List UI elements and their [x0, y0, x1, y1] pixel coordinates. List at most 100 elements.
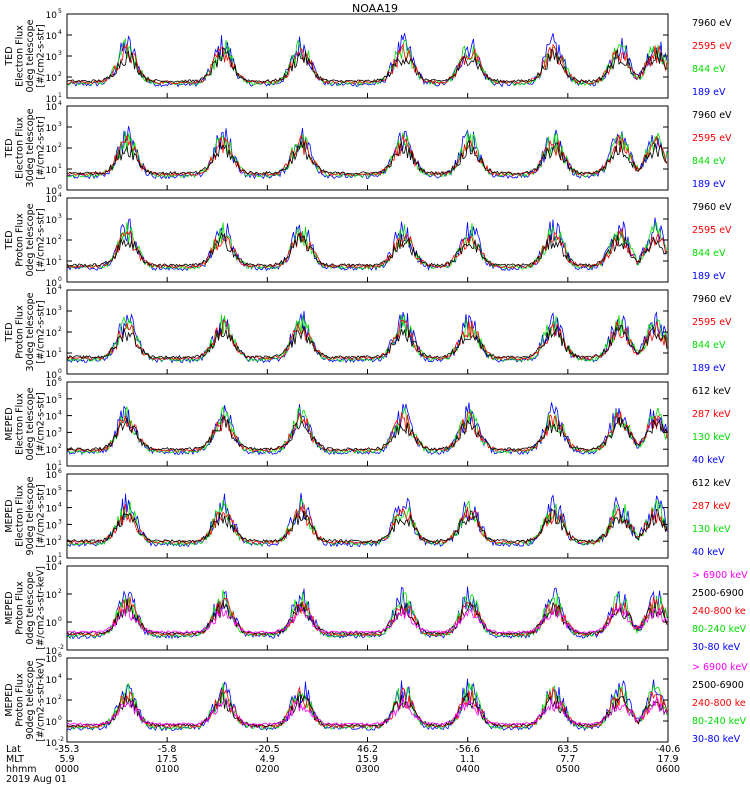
y-tick-label: 10 — [46, 258, 58, 268]
footer-tick-value: -35.3 — [55, 744, 80, 755]
series-trace — [67, 492, 668, 548]
y-tick-label: 10 — [46, 739, 58, 749]
ylabel-line: 0deg telescope — [25, 19, 36, 92]
y-tick-exponent: 3 — [58, 121, 62, 128]
series-trace — [67, 504, 668, 545]
ylabel-line: Proton Flux — [15, 305, 26, 359]
legend-entry: 80-240 keV — [692, 716, 747, 727]
legend-entry: 30-80 keV — [692, 734, 741, 745]
y-tick-exponent: 4 — [58, 560, 62, 567]
panel-frame — [66, 473, 669, 559]
series-trace — [67, 589, 668, 638]
y-tick-label: 10 — [46, 538, 58, 548]
panel-legend: 612 keV 287 keV 130 keV 40 keV — [692, 478, 731, 558]
y-tick-label: 10 — [46, 676, 58, 686]
legend-entry: 2595 eV — [692, 317, 732, 328]
panel-6-traces — [67, 492, 668, 548]
panel-ylabel: MEPEDProton Flux90deg telescope[#/cm2-s-… — [4, 658, 47, 742]
ylabel-line: [#/cm2-s-str] — [36, 208, 47, 271]
y-tick-label: 10 — [46, 505, 58, 515]
series-trace — [67, 319, 668, 361]
series-trace — [67, 231, 668, 268]
ylabel-line: [#/cm2-s-str-keV] — [36, 658, 47, 742]
ylabel-line: [#/cm2-s-str] — [36, 392, 47, 455]
footer-tick-value: 0500 — [556, 764, 580, 775]
footer-tick-value: 0100 — [155, 764, 179, 775]
ylabel-line: Electron Flux — [15, 485, 26, 547]
y-tick-label: 10 — [46, 647, 58, 657]
y-tick-label: 10 — [46, 350, 58, 360]
legend-entry: 287 keV — [692, 501, 731, 512]
y-tick-label: 10 — [46, 521, 58, 531]
footer-row-label: 2019 Aug 01 — [6, 774, 67, 785]
y-tick-exponent: -2 — [58, 644, 64, 651]
series-trace — [67, 38, 668, 87]
legend-entry: 130 keV — [692, 524, 731, 535]
y-tick-exponent: 2 — [58, 588, 62, 595]
series-trace — [67, 133, 668, 177]
y-tick-label: 10 — [46, 718, 58, 728]
panel-ylabel: TEDElectron Flux0deg telescope[#/cm2-s-s… — [4, 19, 47, 92]
series-trace — [67, 33, 668, 88]
ylabel-line: [#/cm2-s-str] — [36, 300, 47, 363]
y-tick-exponent: 2 — [58, 443, 62, 450]
legend-entry: 189 eV — [692, 271, 726, 282]
legend-entry: 240-800 ke — [692, 698, 746, 709]
footer-tick-value: 15.9 — [357, 754, 378, 765]
y-tick-exponent: 2 — [58, 535, 62, 542]
legend-entry: 189 eV — [692, 87, 726, 98]
y-tick-exponent: 1 — [58, 460, 62, 467]
series-trace — [67, 47, 668, 84]
ylabel-line: MEPED — [4, 499, 15, 532]
chart-title: NOAA19 — [352, 2, 398, 15]
series-trace — [67, 415, 668, 452]
y-tick-exponent: 5 — [58, 393, 62, 400]
y-tick-label: 10 — [46, 237, 58, 247]
y-tick-label: 10 — [46, 488, 58, 498]
y-tick-label: 10 — [46, 187, 58, 197]
series-trace — [67, 682, 668, 731]
legend-entry: 40 keV — [692, 455, 725, 466]
footer-tick-value: 1.1 — [460, 754, 475, 765]
legend-entry: 844 eV — [692, 156, 726, 167]
series-trace — [67, 43, 668, 85]
legend-entry: 2500-6900 — [692, 588, 744, 599]
panel-2-traces — [67, 126, 668, 180]
y-tick-exponent: 6 — [58, 652, 62, 659]
legend-entry: 2595 eV — [692, 225, 732, 236]
series-trace — [67, 696, 668, 726]
panel-5-traces — [67, 402, 668, 456]
y-tick-label: 10 — [46, 379, 58, 389]
y-tick-label: 10 — [46, 563, 58, 573]
legend-entry: 2500-6900 — [692, 680, 744, 691]
ylabel-line: 30deg telescope — [25, 292, 36, 371]
legend-entry: 2595 eV — [692, 41, 732, 52]
legend-entry: 844 eV — [692, 64, 726, 75]
footer-tick-value: 17.9 — [657, 754, 678, 765]
y-tick-exponent: 4 — [58, 100, 62, 107]
series-trace — [67, 692, 668, 728]
y-tick-exponent: 2 — [58, 694, 62, 701]
y-tick-exponent: 0 — [58, 276, 62, 283]
y-tick-label: 10 — [46, 145, 58, 155]
y-tick-label: 10 — [46, 396, 58, 406]
y-tick-label: 10 — [46, 446, 58, 456]
ylabel-line: MEPED — [4, 683, 15, 716]
y-tick-exponent: 2 — [58, 326, 62, 333]
ylabel-line: MEPED — [4, 591, 15, 624]
y-tick-label: 10 — [46, 195, 58, 205]
y-tick-label: 10 — [46, 655, 58, 665]
footer-tick-value: -56.6 — [455, 744, 480, 755]
panel-ylabel: MEPEDElectron Flux90deg telescope[#/cm2-… — [4, 476, 47, 555]
